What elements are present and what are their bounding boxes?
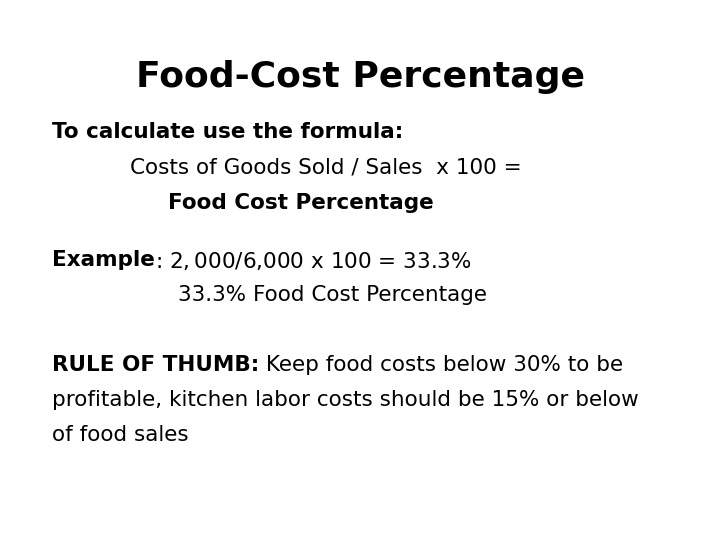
Text: RULE OF THUMB:: RULE OF THUMB: — [52, 355, 259, 375]
Text: 33.3% Food Cost Percentage: 33.3% Food Cost Percentage — [178, 285, 487, 305]
Text: Costs of Goods Sold / Sales  x 100 =: Costs of Goods Sold / Sales x 100 = — [130, 158, 521, 178]
Text: of food sales: of food sales — [52, 425, 189, 445]
Text: : $2,000/ $6,000 x 100 = 33.3%: : $2,000/ $6,000 x 100 = 33.3% — [155, 250, 472, 272]
Text: profitable, kitchen labor costs should be 15% or below: profitable, kitchen labor costs should b… — [52, 390, 639, 410]
Text: Keep food costs below 30% to be: Keep food costs below 30% to be — [259, 355, 624, 375]
Text: Example: Example — [52, 250, 155, 270]
Text: To calculate use the formula:: To calculate use the formula: — [52, 122, 403, 142]
Text: Food Cost Percentage: Food Cost Percentage — [168, 193, 433, 213]
Text: Food-Cost Percentage: Food-Cost Percentage — [135, 60, 585, 94]
